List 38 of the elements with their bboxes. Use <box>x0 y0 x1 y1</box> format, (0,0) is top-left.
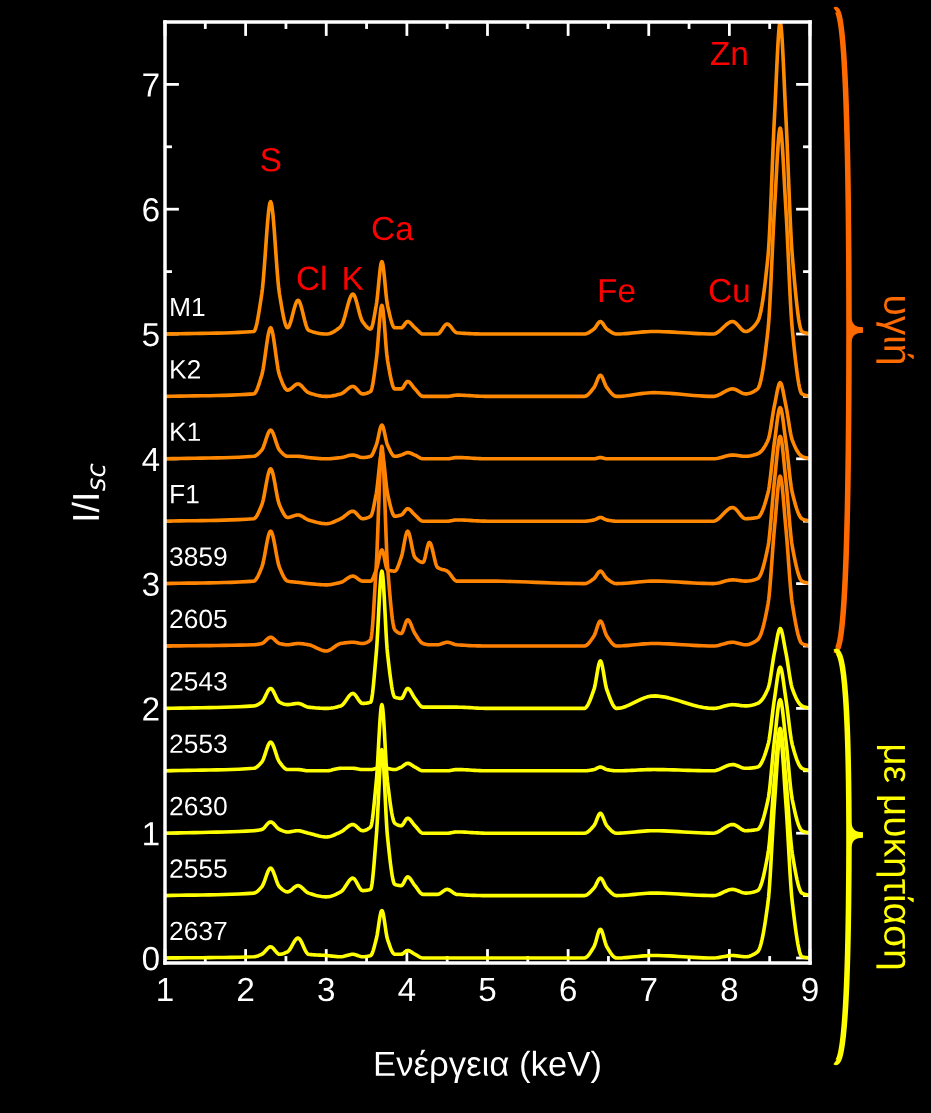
x-tick-label: 6 <box>560 977 576 1002</box>
x-tick-label: 8 <box>721 977 738 1002</box>
series-label: 2553 <box>170 734 227 754</box>
series-label: K2 <box>171 360 200 379</box>
x-tick-label: 9 <box>802 977 818 1002</box>
text: υγιή <box>876 297 914 363</box>
annotation: K <box>344 266 364 290</box>
series-label: 2605 <box>170 609 227 629</box>
series-label: 2637 <box>170 921 227 941</box>
annotation: Fe <box>599 279 635 303</box>
x-tick-label: 4 <box>398 978 416 1002</box>
annotation: Cu <box>709 278 749 303</box>
series-label: M1 <box>171 297 205 317</box>
x-axis-title: Ενέργεια (keV) <box>375 1049 600 1083</box>
y-tick-label: 3 <box>142 572 159 597</box>
y-tick-label: 4 <box>142 447 160 471</box>
series-label: 2543 <box>170 672 227 691</box>
annotation: S <box>261 148 281 172</box>
series-label: 2555 <box>170 859 227 878</box>
annotation: Zn <box>710 42 747 65</box>
y-tick-label: 0 <box>142 946 159 971</box>
x-tick-label: 2 <box>238 977 254 1002</box>
annotation: Ca <box>372 216 414 241</box>
x-tick-label: 7 <box>641 978 657 1002</box>
x-tick-label: 5 <box>479 978 496 1002</box>
series-label: 3859 <box>170 547 227 566</box>
series-label: F1 <box>171 485 199 504</box>
y-tick-label: 7 <box>143 73 159 97</box>
y-tick-label: 6 <box>143 198 159 222</box>
series-label: 2630 <box>170 796 227 816</box>
y-tick-label: 2 <box>143 697 159 721</box>
x-tick-label: 3 <box>318 977 335 1002</box>
series-label: K1 <box>171 422 201 441</box>
y-tick-label: 1 <box>144 822 159 846</box>
annotation: Cl <box>297 265 326 291</box>
text: με μυκητίαση <box>876 745 914 969</box>
y-tick-label: 5 <box>142 323 159 347</box>
y-axis-title: I/I$_{sc}$ <box>71 463 106 520</box>
